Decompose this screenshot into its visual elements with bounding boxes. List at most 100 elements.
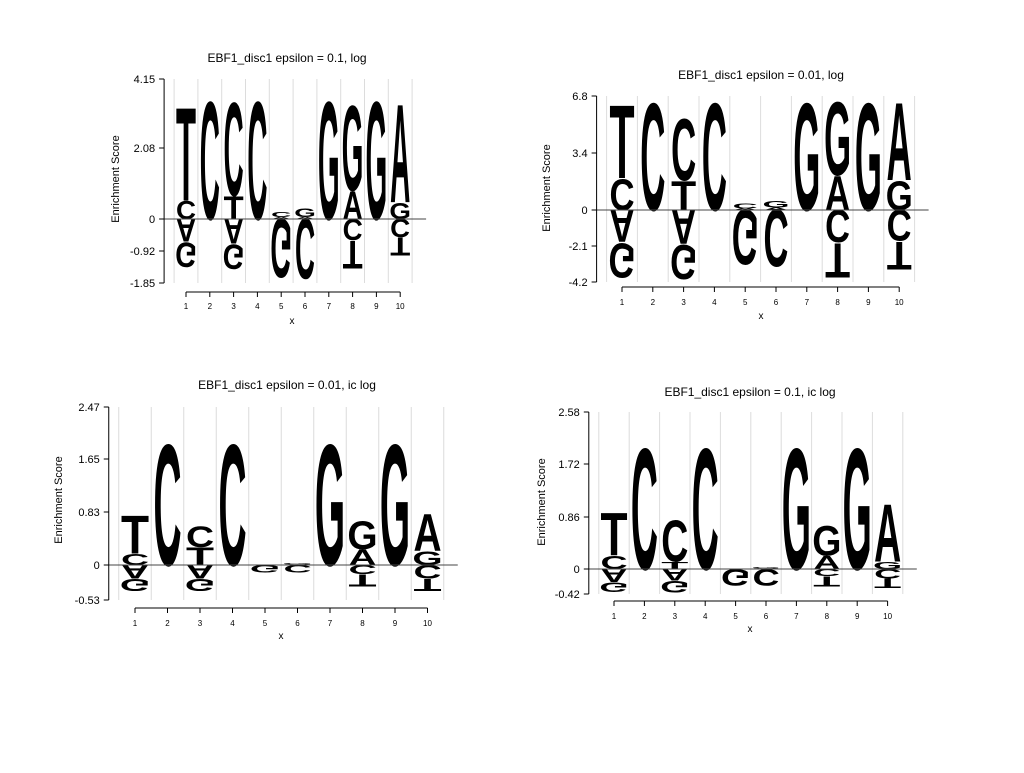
letter-a: A bbox=[271, 217, 291, 220]
chart-title: EBF1_disc1 epsilon = 0.1, log bbox=[207, 51, 366, 65]
x-tick-label: 8 bbox=[360, 619, 365, 628]
x-tick-label: 5 bbox=[733, 612, 738, 621]
letter-c: C bbox=[733, 202, 758, 210]
x-tick-label: 5 bbox=[279, 302, 284, 311]
x-tick-label: 10 bbox=[895, 298, 904, 307]
y-tick-label: 2.58 bbox=[558, 407, 579, 419]
y-axis-label: Enrichment Score bbox=[53, 456, 65, 543]
letter-a: A bbox=[413, 503, 441, 562]
x-tick-label: 7 bbox=[328, 619, 333, 628]
letter-a: A bbox=[671, 200, 696, 254]
letter-g: G bbox=[886, 173, 913, 220]
letter-a: A bbox=[887, 79, 912, 205]
letter-c: C bbox=[609, 171, 634, 220]
letter-g: G bbox=[315, 408, 345, 603]
x-tick-label: 3 bbox=[231, 302, 236, 311]
x-tick-label: 10 bbox=[423, 619, 432, 628]
letter-t: T bbox=[390, 231, 410, 260]
letter-c: C bbox=[813, 567, 840, 578]
letter-g: G bbox=[721, 564, 750, 590]
x-tick-label: 6 bbox=[774, 298, 779, 307]
y-tick-label: -2.1 bbox=[569, 241, 588, 253]
letter-c: C bbox=[631, 413, 658, 607]
x-tick-label: 9 bbox=[374, 302, 379, 311]
x-tick-label: 9 bbox=[393, 619, 398, 628]
letter-t: T bbox=[600, 502, 627, 569]
letter-c: C bbox=[874, 566, 901, 581]
x-tick-label: 3 bbox=[198, 619, 203, 628]
letter-g: G bbox=[175, 235, 197, 275]
letter-g: G bbox=[380, 408, 410, 603]
letter-a: A bbox=[874, 487, 901, 580]
x-tick-label: 6 bbox=[295, 619, 300, 628]
letter-a: A bbox=[600, 565, 627, 586]
letter-g: G bbox=[270, 200, 292, 294]
x-tick-label: 8 bbox=[825, 612, 830, 621]
letter-g: G bbox=[294, 207, 316, 220]
letter-g: G bbox=[389, 199, 411, 225]
y-tick-label: 0.86 bbox=[558, 512, 579, 524]
x-axis-label: x bbox=[279, 631, 284, 642]
y-tick-label: -4.2 bbox=[569, 277, 588, 289]
x-tick-label: 8 bbox=[835, 298, 840, 307]
y-axis-label: Enrichment Score bbox=[110, 135, 122, 222]
y-tick-label: 2.47 bbox=[78, 402, 99, 414]
y-tick-label: 0 bbox=[574, 564, 580, 576]
y-tick-label: 0 bbox=[149, 214, 155, 226]
x-tick-label: 10 bbox=[396, 302, 405, 311]
letter-c: C bbox=[413, 561, 441, 583]
chart-title: EBF1_disc1 epsilon = 0.01, log bbox=[678, 68, 844, 82]
letter-t: T bbox=[661, 560, 689, 571]
letter-g: G bbox=[812, 519, 841, 566]
letter-a: A bbox=[813, 553, 840, 574]
logo-panel-1: EBF1_disc1 epsilon = 0.1, log Enrichment… bbox=[110, 51, 427, 327]
x-axis-label: x bbox=[759, 311, 764, 322]
letter-g: G bbox=[250, 562, 280, 574]
letter-t: T bbox=[609, 83, 634, 200]
letter-c: C bbox=[186, 522, 214, 554]
letter-c: C bbox=[176, 196, 196, 225]
letter-g: G bbox=[843, 413, 872, 607]
letter-g: G bbox=[670, 235, 697, 289]
letter-a: A bbox=[348, 545, 376, 570]
logo-panel-4: EBF1_disc1 epsilon = 0.1, ic log Enrichm… bbox=[536, 385, 917, 635]
letter-c: C bbox=[283, 562, 311, 574]
logo-panel-3: EBF1_disc1 epsilon = 0.01, ic log Enrich… bbox=[53, 378, 458, 642]
x-tick-label: 3 bbox=[673, 612, 678, 621]
letter-c: C bbox=[218, 408, 246, 603]
letter-a: A bbox=[121, 561, 149, 583]
letter-t: T bbox=[186, 543, 215, 571]
letter-t: T bbox=[825, 233, 850, 288]
y-tick-label: 6.8 bbox=[572, 91, 587, 103]
letter-g: G bbox=[793, 71, 820, 243]
x-tick-label: 6 bbox=[764, 612, 769, 621]
letter-c: C bbox=[343, 212, 363, 245]
y-tick-label: -0.92 bbox=[130, 246, 155, 258]
letter-t: T bbox=[813, 573, 840, 589]
x-tick-label: 2 bbox=[208, 302, 213, 311]
y-tick-label: 1.72 bbox=[558, 459, 579, 471]
letter-a: A bbox=[176, 211, 196, 248]
letter-g: G bbox=[873, 560, 902, 571]
x-tick-label: 7 bbox=[805, 298, 810, 307]
letter-g: G bbox=[732, 193, 759, 281]
letter-g: G bbox=[185, 575, 215, 594]
letter-g: G bbox=[751, 567, 780, 569]
x-axis-label: x bbox=[748, 624, 753, 635]
letter-t: T bbox=[671, 172, 696, 220]
letter-g: G bbox=[366, 67, 388, 255]
letter-c: C bbox=[887, 200, 912, 249]
letter-t: T bbox=[343, 232, 363, 277]
letter-c: C bbox=[295, 200, 315, 297]
letter-a: A bbox=[763, 207, 788, 211]
letter-c: C bbox=[224, 76, 244, 224]
letter-g: G bbox=[763, 199, 790, 209]
letter-g: G bbox=[412, 547, 442, 569]
chart-title: EBF1_disc1 epsilon = 0.1, ic log bbox=[664, 385, 835, 399]
y-tick-label: 3.4 bbox=[572, 148, 587, 160]
letter-a: A bbox=[661, 565, 688, 584]
x-tick-label: 4 bbox=[255, 302, 260, 311]
letter-a: A bbox=[390, 76, 410, 233]
y-tick-label: -0.42 bbox=[555, 589, 580, 601]
